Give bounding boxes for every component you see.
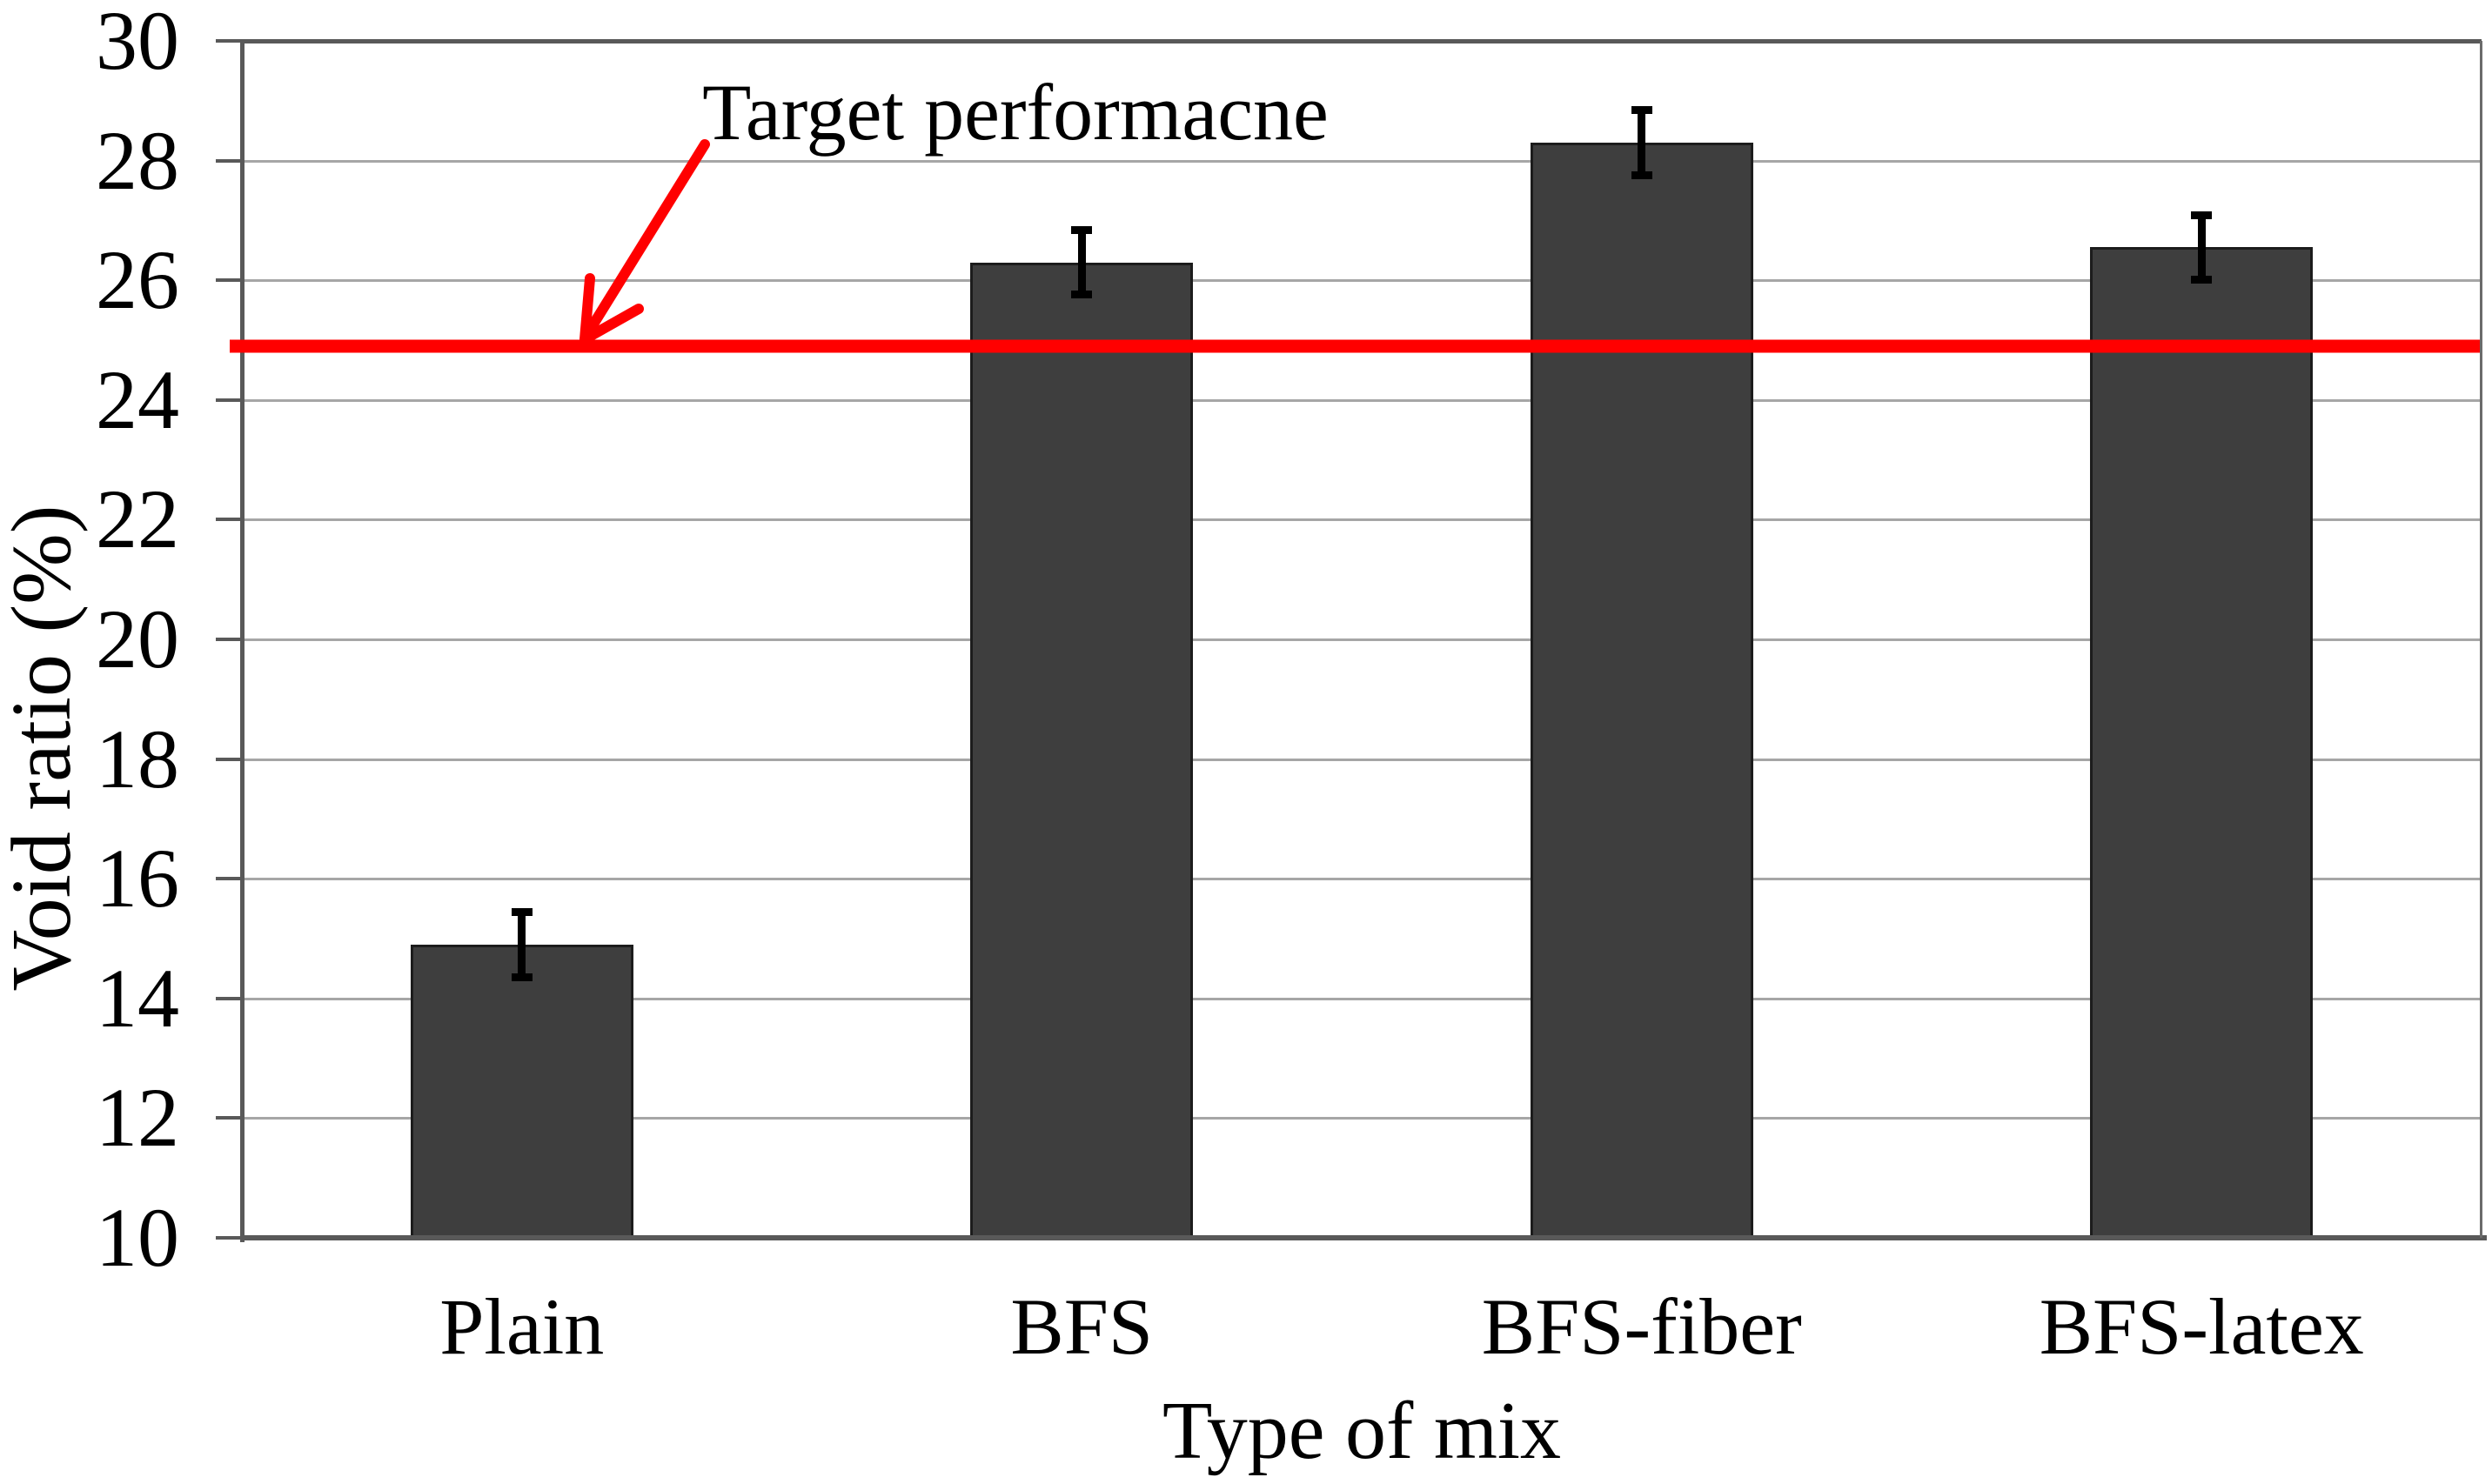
error-bar-shaft [518, 912, 526, 978]
gridline [242, 1117, 2482, 1120]
bar-BFS [970, 262, 1194, 1238]
gridline [242, 398, 2482, 402]
axis-left-spine [240, 39, 245, 1242]
gridline [242, 638, 2482, 641]
y-tick-label: 22 [96, 472, 179, 566]
x-category-label: BFS [1010, 1282, 1154, 1371]
y-tick-label: 28 [96, 113, 179, 207]
error-bar-cap-top [2191, 211, 2213, 219]
x-category-label: BFS-latex [2039, 1282, 2364, 1371]
gridline [242, 878, 2482, 881]
y-tick-label: 10 [96, 1191, 179, 1284]
target-annotation-label: Target performacne [702, 68, 1329, 157]
y-tick [216, 518, 242, 522]
y-tick [216, 638, 242, 641]
error-bar-cap-bottom [2191, 276, 2213, 284]
y-axis-title: Void ratio (%) [0, 505, 89, 992]
error-bar-cap-top [511, 908, 533, 917]
axis-top-spine [242, 39, 2482, 43]
gridline [242, 758, 2482, 761]
error-bar-shaft [1077, 229, 1086, 296]
bar-Plain [410, 944, 633, 1238]
y-tick [216, 996, 242, 1000]
error-bar-cap-bottom [511, 973, 533, 981]
x-category-label: Plain [439, 1282, 605, 1371]
error-bar-cap-bottom [1631, 170, 1652, 179]
error-bar-cap-top [1071, 225, 1093, 234]
error-bar-cap-bottom [1071, 291, 1093, 299]
y-tick-label: 20 [96, 592, 179, 685]
error-bar-shaft [2197, 214, 2206, 281]
gridline [242, 518, 2482, 522]
y-tick-label: 26 [96, 233, 179, 327]
y-tick [216, 39, 242, 43]
x-axis-title: Type of mix [1162, 1386, 1562, 1476]
y-tick-label: 16 [96, 832, 179, 926]
y-tick [216, 158, 242, 163]
gridline [242, 997, 2482, 1000]
axis-right-spine [2480, 41, 2482, 1238]
y-tick-label: 12 [96, 1071, 179, 1165]
gridline [242, 279, 2482, 283]
y-tick [216, 1236, 242, 1240]
y-tick-label: 18 [96, 712, 179, 806]
y-tick-label: 30 [96, 0, 179, 87]
bar-BFS-latex [2090, 247, 2314, 1238]
gridline [242, 159, 2482, 163]
y-tick-label: 14 [96, 951, 179, 1045]
annotation-arrow-head [579, 273, 644, 344]
y-tick [216, 757, 242, 761]
x-category-label: BFS-fiber [1481, 1282, 1802, 1371]
y-tick-label: 24 [96, 352, 179, 446]
y-tick [216, 1116, 242, 1120]
error-bar-cap-top [1631, 106, 1652, 115]
y-tick [216, 278, 242, 283]
y-tick [216, 398, 242, 402]
y-tick [216, 877, 242, 881]
error-bar-shaft [1638, 110, 1646, 176]
annotation-arrow-shaft [582, 139, 710, 339]
axis-bottom-spine [242, 1235, 2487, 1240]
